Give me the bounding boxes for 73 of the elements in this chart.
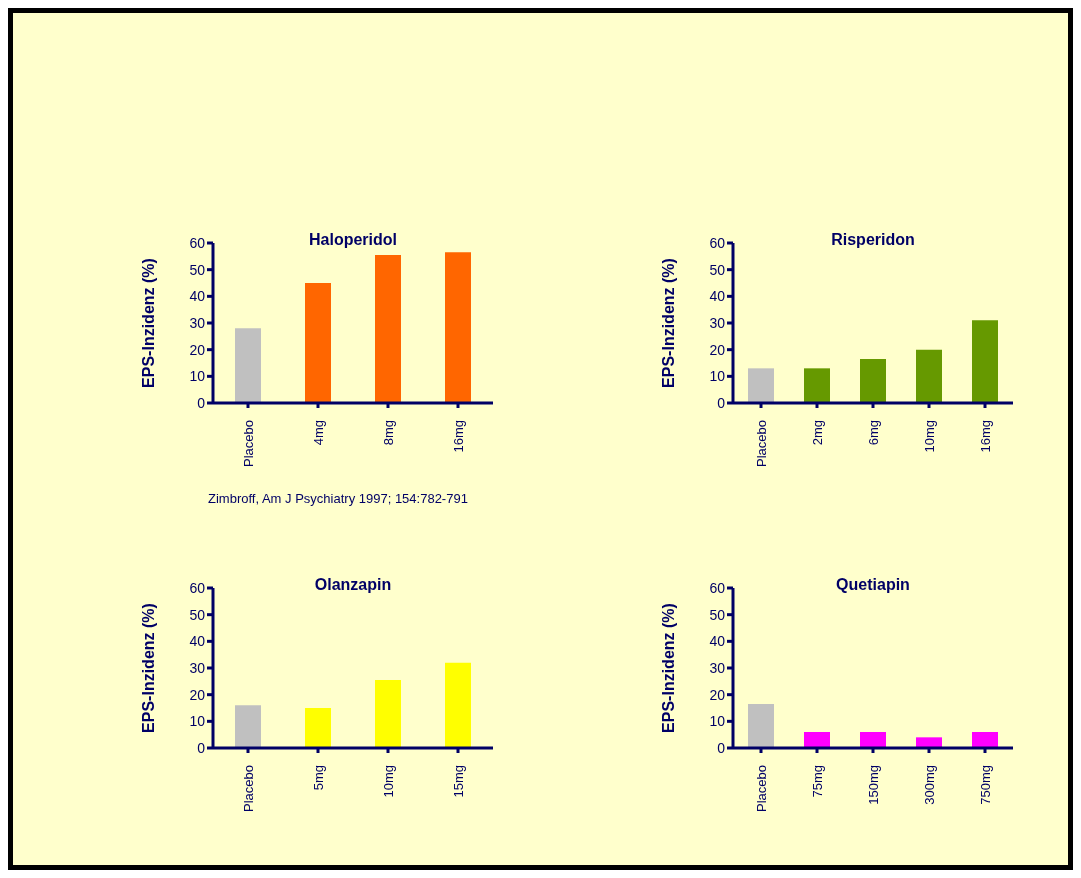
bar: [860, 732, 886, 748]
x-tick-label: 2mg: [809, 420, 825, 446]
y-tick-label: 60: [189, 579, 206, 596]
x-tick-label: Placebo: [240, 420, 256, 467]
x-tick-label: Placebo: [753, 765, 769, 812]
bar: [305, 283, 331, 403]
x-tick-label: Placebo: [753, 420, 769, 467]
x-tick-label: 750mg: [977, 765, 993, 805]
y-tick-label: 40: [189, 288, 206, 305]
y-axis-title: EPS-Inzidenz (%): [139, 603, 157, 733]
y-tick-label: 50: [189, 606, 206, 623]
bar: [235, 705, 261, 748]
x-tick-label: 150mg: [865, 765, 881, 805]
y-tick-label: 40: [709, 288, 726, 305]
x-tick-label: 16mg: [977, 420, 993, 453]
x-tick-label: 10mg: [380, 765, 396, 798]
y-tick-label: 40: [189, 633, 206, 650]
bar: [748, 368, 774, 403]
y-tick-label: 30: [189, 314, 206, 331]
y-tick-label: 10: [709, 368, 726, 385]
y-tick-label: 0: [197, 739, 206, 756]
text: Zimbroff, Am J Psychiatry 1997; 154:782-791: [208, 491, 469, 506]
x-tick-label: 8mg: [380, 420, 396, 446]
chart-title: Olanzapin: [314, 576, 392, 593]
bar: [916, 737, 942, 748]
y-tick-label: 20: [709, 341, 726, 358]
chart-title: Haloperidol: [308, 231, 397, 248]
x-tick-label: Placebo: [240, 765, 256, 812]
bar: [305, 708, 331, 748]
x-tick-label: 10mg: [921, 420, 937, 453]
y-tick-label: 0: [717, 394, 726, 411]
y-tick-label: 20: [189, 686, 206, 703]
y-tick-label: 50: [709, 606, 726, 623]
y-tick-label: 30: [189, 659, 206, 676]
chart-title: Quetiapin: [836, 576, 910, 593]
y-tick-label: 0: [717, 739, 726, 756]
bar: [235, 328, 261, 403]
y-tick-label: 20: [709, 686, 726, 703]
x-tick-label: 75mg: [809, 765, 825, 798]
x-tick-label: 5mg: [310, 765, 326, 791]
y-tick-label: 60: [709, 579, 726, 596]
y-tick-label: 40: [709, 633, 726, 650]
bar: [445, 252, 471, 403]
bar: [860, 359, 886, 403]
bar: [916, 349, 942, 403]
y-tick-label: 0: [197, 394, 206, 411]
y-tick-label: 60: [189, 234, 206, 251]
x-tick-label: 6mg: [865, 420, 881, 446]
x-tick-label: 15mg: [450, 765, 466, 798]
x-tick-label: 16mg: [450, 420, 466, 453]
y-axis-title: EPS-Inzidenz (%): [139, 258, 157, 388]
y-tick-label: 10: [189, 368, 206, 385]
bar: [445, 662, 471, 748]
y-tick-label: 50: [709, 261, 726, 278]
y-tick-label: 30: [709, 314, 726, 331]
y-tick-label: 20: [189, 341, 206, 358]
y-tick-label: 50: [189, 261, 206, 278]
x-tick-label: 300mg: [921, 765, 937, 805]
chart-title: Risperidon: [831, 231, 915, 248]
y-axis-title: EPS-Inzidenz (%): [659, 603, 677, 733]
bar: [972, 320, 998, 403]
bar: [375, 255, 401, 403]
x-tick-label: 4mg: [310, 420, 326, 446]
y-axis-title: EPS-Inzidenz (%): [659, 258, 677, 388]
y-tick-label: 30: [709, 659, 726, 676]
bar: [804, 732, 830, 748]
bar: [375, 680, 401, 748]
bar: [804, 368, 830, 403]
y-tick-label: 10: [189, 713, 206, 730]
bar: [748, 704, 774, 748]
y-tick-label: 10: [709, 713, 726, 730]
bar: [972, 732, 998, 748]
y-tick-label: 60: [709, 234, 726, 251]
